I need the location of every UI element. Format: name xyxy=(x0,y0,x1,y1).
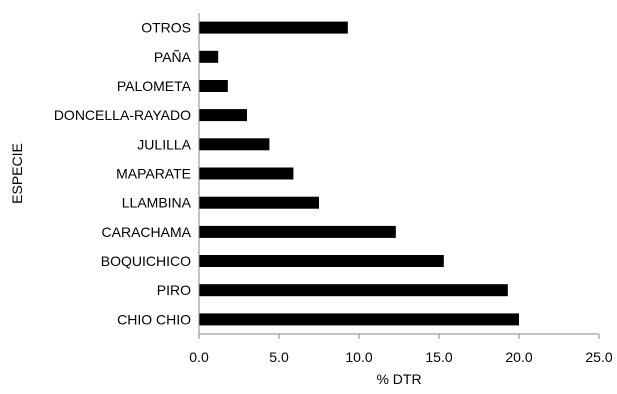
x-tick-label: 15.0 xyxy=(425,349,452,365)
category-label: CHIO CHIO xyxy=(117,311,191,327)
bar-julilla xyxy=(199,138,270,151)
bar-piro xyxy=(199,284,508,297)
x-axis-title: % DTR xyxy=(376,371,421,387)
category-label: OTROS xyxy=(141,20,191,36)
category-label: DONCELLA-RAYADO xyxy=(54,107,191,123)
x-tick-label: 25.0 xyxy=(585,349,612,365)
category-label: BOQUICHICO xyxy=(101,253,191,269)
bars-group xyxy=(199,21,519,326)
category-label: PALOMETA xyxy=(117,78,192,94)
x-tick-label: 0.0 xyxy=(189,349,209,365)
bar-carachama xyxy=(199,225,396,238)
category-label: JULILLA xyxy=(137,136,191,152)
bar-llambina xyxy=(199,196,319,209)
y-axis-title: ESPECIE xyxy=(9,143,25,204)
x-tick-label: 20.0 xyxy=(505,349,532,365)
category-label: CARACHAMA xyxy=(102,224,192,240)
bar-boquichico xyxy=(199,255,444,267)
x-tick-label: 10.0 xyxy=(345,349,372,365)
x-tick-label: 5.0 xyxy=(269,349,289,365)
category-label: PAÑA xyxy=(154,49,192,65)
bar-otros xyxy=(199,21,348,34)
category-label: LLAMBINA xyxy=(122,195,192,211)
category-labels: CHIO CHIO PIRO BOQUICHICO CARACHAMA LLAMBINA… xyxy=(54,20,192,328)
bar-doncella-rayado xyxy=(199,109,247,122)
category-label: MAPARATE xyxy=(116,166,191,182)
category-label: PIRO xyxy=(157,282,191,298)
bar-palometa xyxy=(199,80,228,92)
x-axis-ticks: 0.0 5.0 10.0 15.0 20.0 25.0 xyxy=(189,334,613,365)
bar-pa-a xyxy=(199,50,219,63)
bar-maparate xyxy=(199,167,294,180)
bar-chio-chio xyxy=(199,313,519,326)
